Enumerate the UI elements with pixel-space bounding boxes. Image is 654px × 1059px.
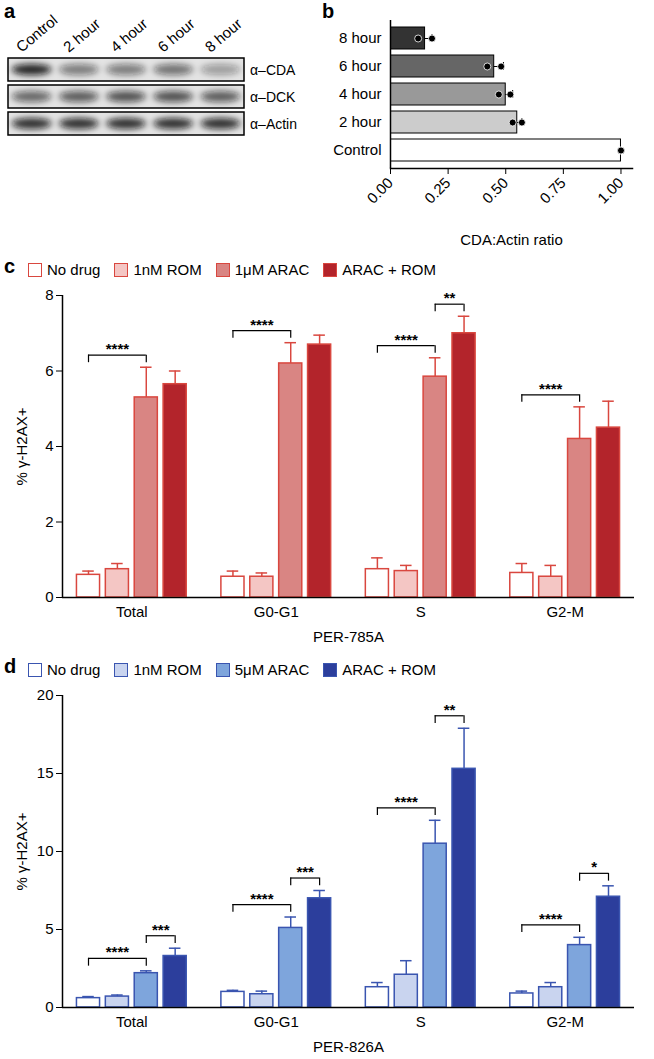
svg-text:0.00: 0.00	[363, 174, 396, 207]
svg-text:15: 15	[37, 764, 54, 781]
svg-text:Total: Total	[116, 603, 148, 620]
svg-text:****: ****	[395, 793, 419, 810]
svg-text:****: ****	[106, 340, 130, 357]
svg-text:G2-M: G2-M	[546, 603, 584, 620]
svg-text:6 hour: 6 hour	[154, 15, 198, 55]
svg-text:**: **	[444, 289, 456, 306]
svg-text:Control: Control	[13, 11, 61, 55]
svg-text:1.00: 1.00	[594, 174, 627, 207]
svg-text:α–CDA: α–CDA	[250, 62, 296, 78]
html-text:c: c	[4, 255, 16, 277]
svg-text:0.25: 0.25	[421, 174, 454, 207]
svg-text:2 hour: 2 hour	[60, 15, 104, 55]
svg-text:**: **	[444, 701, 456, 718]
svg-text:****: ****	[250, 890, 274, 907]
html-text:b: b	[322, 0, 335, 22]
svg-text:G0-G1: G0-G1	[254, 1013, 299, 1030]
svg-text:***: ***	[296, 863, 314, 880]
svg-text:****: ****	[250, 316, 274, 333]
svg-text:4: 4	[45, 437, 53, 454]
svg-text:****: ****	[539, 910, 563, 927]
html-text:1nM ROM: 1nM ROM	[133, 260, 202, 278]
svg-text:G2-M: G2-M	[546, 1013, 584, 1030]
svg-text:S: S	[416, 1013, 426, 1030]
html-text:No drug: No drug	[47, 260, 101, 278]
svg-text:****: ****	[106, 943, 130, 960]
svg-text:0: 0	[45, 998, 53, 1015]
svg-text:0.50: 0.50	[479, 174, 512, 207]
svg-text:2 hour: 2 hour	[339, 113, 382, 130]
svg-text:6: 6	[45, 362, 53, 379]
svg-text:α–Actin: α–Actin	[250, 116, 297, 132]
svg-text:8 hour: 8 hour	[201, 15, 245, 55]
svg-text:0: 0	[45, 588, 53, 605]
html-text:1μM ARAC: 1μM ARAC	[234, 260, 310, 278]
html-text:1nM ROM: 1nM ROM	[133, 660, 202, 678]
svg-text:6 hour: 6 hour	[339, 57, 382, 74]
svg-text:2: 2	[45, 513, 53, 530]
svg-text:0.75: 0.75	[536, 174, 569, 207]
html-text:ARAC + ROM: ARAC + ROM	[342, 660, 436, 678]
svg-text:4 hour: 4 hour	[107, 15, 151, 55]
svg-text:8 hour: 8 hour	[339, 29, 382, 46]
html-text:a: a	[4, 0, 16, 22]
svg-text:α–DCK: α–DCK	[250, 89, 296, 105]
svg-text:PER-785A: PER-785A	[313, 628, 384, 645]
svg-text:Control: Control	[333, 141, 381, 158]
html-text:5μM ARAC: 5μM ARAC	[234, 660, 310, 678]
svg-text:Total: Total	[116, 1013, 148, 1030]
svg-text:*: *	[591, 858, 597, 875]
svg-text:% γ-H2AX+: % γ-H2AX+	[13, 407, 30, 485]
svg-text:8: 8	[45, 286, 53, 303]
svg-text:20: 20	[37, 686, 54, 703]
svg-text:G0-G1: G0-G1	[254, 603, 299, 620]
svg-text:***: ***	[152, 921, 170, 938]
html-text:d: d	[4, 655, 17, 677]
svg-text:****: ****	[539, 380, 563, 397]
svg-text:4 hour: 4 hour	[339, 85, 382, 102]
svg-text:PER-826A: PER-826A	[313, 1038, 384, 1055]
svg-text:****: ****	[395, 331, 419, 348]
html-text:No drug: No drug	[47, 660, 101, 678]
svg-text:S: S	[416, 603, 426, 620]
svg-text:5: 5	[45, 920, 53, 937]
html-text:ARAC + ROM: ARAC + ROM	[342, 260, 436, 278]
svg-text:CDA:Actin ratio: CDA:Actin ratio	[460, 231, 563, 248]
svg-text:10: 10	[37, 842, 54, 859]
svg-text:% γ-H2AX+: % γ-H2AX+	[13, 812, 30, 890]
